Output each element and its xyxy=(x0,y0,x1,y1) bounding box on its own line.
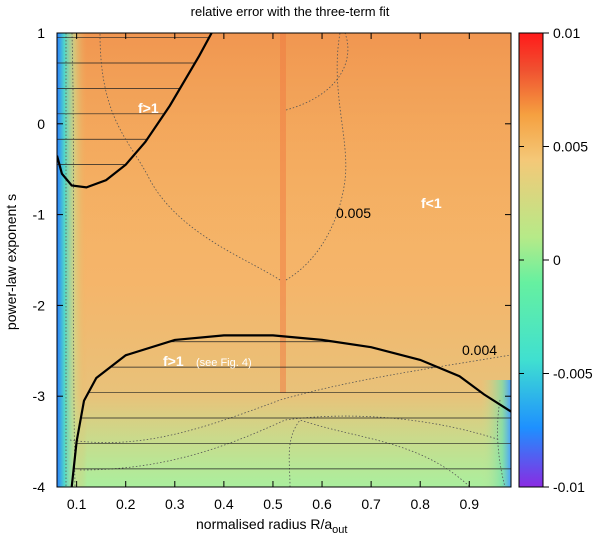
colorbar-tick-label: 0.005 xyxy=(553,139,588,155)
x-axis: 0.1 0.2 0.3 0.4 0.5 0.6 0.7 0.8 0.9 xyxy=(67,33,479,512)
y-tick-label: -3 xyxy=(33,388,46,404)
annotation-upper-f-gt-1: f>1 xyxy=(138,100,159,116)
heatmap-bottom-band xyxy=(57,395,511,487)
x-axis-label-main: normalised radius R/a xyxy=(196,516,332,532)
annotation-lower-note: (see Fig. 4) xyxy=(196,357,252,369)
y-tick-label: -2 xyxy=(33,297,46,313)
colorbar-tick-label: 0.01 xyxy=(553,25,580,41)
plot-frame xyxy=(56,32,512,488)
y-tick-label: 1 xyxy=(37,25,45,41)
y-tick-label: -1 xyxy=(33,207,46,223)
y-axis-label: power-law exponent s xyxy=(3,194,19,330)
contour-label-0005: 0.005 xyxy=(336,205,371,221)
heatmap-resonance-stripe xyxy=(280,33,286,393)
boundary-lower-curve xyxy=(70,334,511,487)
x-tick-label: 0.6 xyxy=(312,496,332,512)
boundary-upper-curve xyxy=(57,33,213,189)
hatch-lower-region xyxy=(73,341,511,470)
contour-mid-right xyxy=(285,33,347,281)
annotation-lower-f-gt-1: f>1 xyxy=(163,353,184,369)
x-tick-label: 0.4 xyxy=(214,496,234,512)
colorbar-tick-label: -0.01 xyxy=(553,479,585,495)
colorbar-tick-label: -0.005 xyxy=(553,366,593,382)
x-tick-label: 0.7 xyxy=(361,496,381,512)
y-tick-label: -4 xyxy=(33,479,46,495)
annotation-middle-f-lt-1: f<1 xyxy=(421,195,442,211)
x-tick-label: 0.1 xyxy=(67,496,87,512)
y-tick-label: 0 xyxy=(37,116,45,132)
x-tick-label: 0.2 xyxy=(116,496,136,512)
x-tick-label: 0.9 xyxy=(460,496,480,512)
chart-title: relative error with the three-term fit xyxy=(191,4,390,19)
heatmap xyxy=(57,33,511,487)
colorbar-ticks: 0.01 0.005 0 -0.005 -0.01 xyxy=(519,25,593,495)
x-tick-label: 0.3 xyxy=(165,496,185,512)
contour-left-2 xyxy=(71,33,76,487)
hatch-upper-region xyxy=(57,37,210,166)
dotted-contours xyxy=(65,33,511,487)
colorbar-tick-label: 0 xyxy=(553,252,561,268)
contour-label-0004: 0.004 xyxy=(462,342,497,358)
x-axis-label-subscript: out xyxy=(332,524,347,536)
heatmap-left-edge xyxy=(57,33,87,487)
contour-lower-3 xyxy=(288,419,471,487)
x-axis-label: normalised radius R/aout xyxy=(196,516,347,536)
y-axis: 1 0 -1 -2 -3 -4 xyxy=(33,25,511,495)
x-tick-label: 0.8 xyxy=(410,496,430,512)
x-tick-label: 0.5 xyxy=(263,496,283,512)
